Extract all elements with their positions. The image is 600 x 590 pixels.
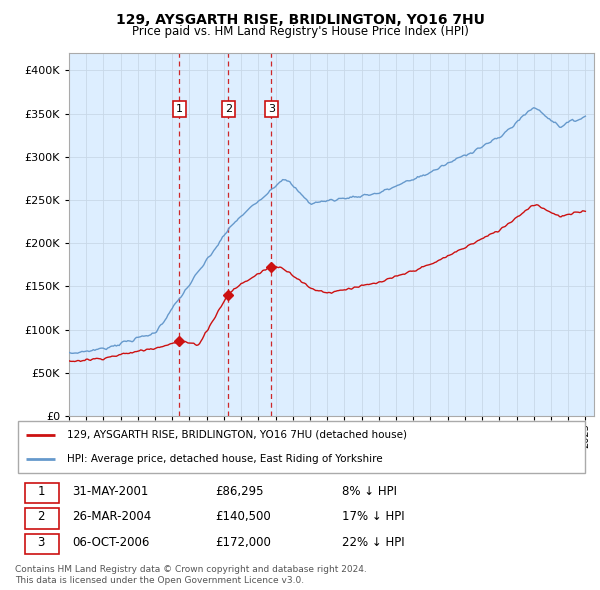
Text: 22% ↓ HPI: 22% ↓ HPI	[341, 536, 404, 549]
Text: 1: 1	[38, 485, 45, 498]
Text: £172,000: £172,000	[215, 536, 271, 549]
Text: Price paid vs. HM Land Registry's House Price Index (HPI): Price paid vs. HM Land Registry's House …	[131, 25, 469, 38]
Text: 2: 2	[38, 510, 45, 523]
Text: 129, AYSGARTH RISE, BRIDLINGTON, YO16 7HU (detached house): 129, AYSGARTH RISE, BRIDLINGTON, YO16 7H…	[67, 430, 407, 440]
Text: 2: 2	[224, 104, 232, 114]
Text: 31-MAY-2001: 31-MAY-2001	[73, 485, 149, 498]
Text: Contains HM Land Registry data © Crown copyright and database right 2024.: Contains HM Land Registry data © Crown c…	[15, 565, 367, 574]
FancyBboxPatch shape	[25, 483, 59, 503]
Text: 26-MAR-2004: 26-MAR-2004	[73, 510, 152, 523]
FancyBboxPatch shape	[18, 421, 585, 473]
Text: £140,500: £140,500	[215, 510, 271, 523]
Text: 1: 1	[176, 104, 183, 114]
Text: 3: 3	[38, 536, 45, 549]
FancyBboxPatch shape	[25, 508, 59, 529]
FancyBboxPatch shape	[25, 533, 59, 555]
Text: HPI: Average price, detached house, East Riding of Yorkshire: HPI: Average price, detached house, East…	[67, 454, 382, 464]
Text: £86,295: £86,295	[215, 485, 264, 498]
Text: 129, AYSGARTH RISE, BRIDLINGTON, YO16 7HU: 129, AYSGARTH RISE, BRIDLINGTON, YO16 7H…	[116, 13, 484, 27]
Text: 3: 3	[268, 104, 275, 114]
Text: 17% ↓ HPI: 17% ↓ HPI	[341, 510, 404, 523]
Text: This data is licensed under the Open Government Licence v3.0.: This data is licensed under the Open Gov…	[15, 576, 304, 585]
Text: 8% ↓ HPI: 8% ↓ HPI	[341, 485, 397, 498]
Text: 06-OCT-2006: 06-OCT-2006	[73, 536, 149, 549]
